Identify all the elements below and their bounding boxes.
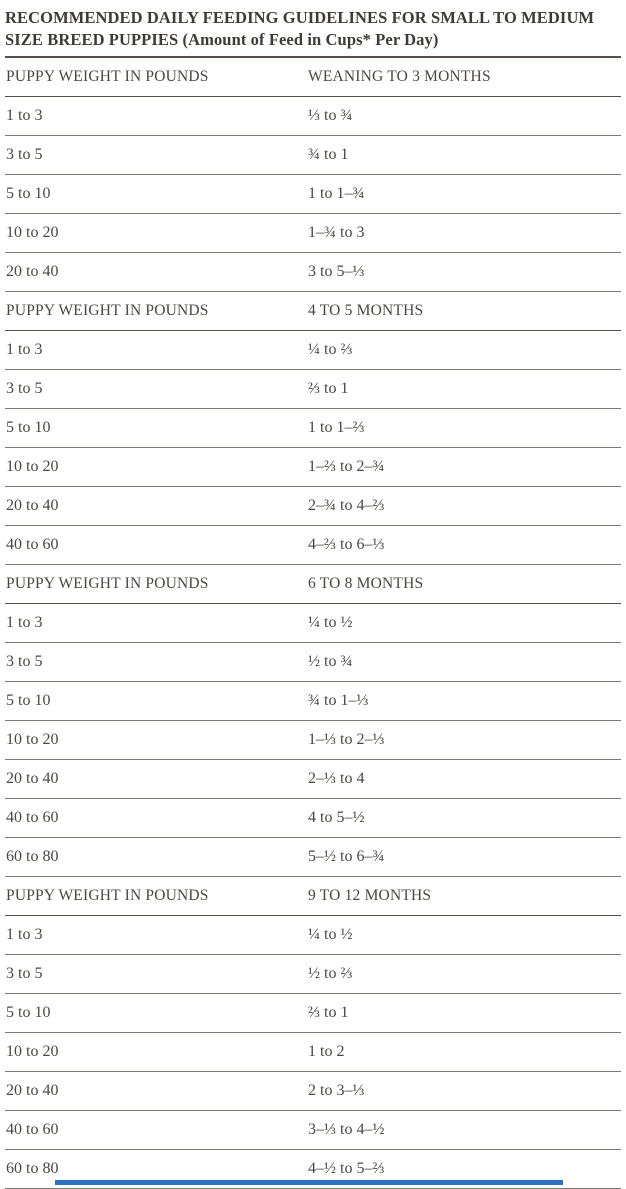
table-row: 60 to 80 5–½ to 6–¾ [5, 838, 621, 877]
table-row: 20 to 40 2 to 3–⅓ [5, 1072, 621, 1111]
bottom-accent-bar [55, 1180, 563, 1185]
feed-amount-cell: 5–½ to 6–¾ [308, 848, 385, 865]
feed-amount-cell: ¼ to ½ [308, 614, 353, 631]
weight-range-cell: 60 to 80 [6, 1160, 59, 1177]
feed-amount-cell: ⅓ to ¾ [308, 107, 353, 124]
table-row: 40 to 60 4 to 5–½ [5, 799, 621, 838]
age-column-header: WEANING TO 3 MONTHS [308, 68, 491, 85]
feeding-table: PUPPY WEIGHT IN POUNDS WEANING TO 3 MONTH… [5, 58, 621, 1189]
age-column-header: 9 TO 12 MONTHS [308, 887, 432, 904]
table-row: 20 to 40 2–⅓ to 4 [5, 760, 621, 799]
section-header-row: PUPPY WEIGHT IN POUNDS 4 TO 5 MONTHS [5, 292, 621, 331]
weight-range-cell: 5 to 10 [6, 185, 51, 202]
table-row: 3 to 5 ⅔ to 1 [5, 370, 621, 409]
table-row: 5 to 10 ¾ to 1–⅓ [5, 682, 621, 721]
feed-amount-cell: 1 to 1–⅔ [308, 419, 365, 436]
table-row: 1 to 3 ¼ to ½ [5, 916, 621, 955]
weight-range-cell: 5 to 10 [6, 1004, 51, 1021]
feed-amount-cell: 1–⅓ to 2–⅓ [308, 731, 385, 748]
feed-amount-cell: 1 to 2 [308, 1043, 345, 1060]
table-row: 10 to 20 1–⅓ to 2–⅓ [5, 721, 621, 760]
section-header-row: PUPPY WEIGHT IN POUNDS 6 TO 8 MONTHS [5, 565, 621, 604]
feed-amount-cell: 4–⅔ to 6–⅓ [308, 536, 385, 553]
weight-range-cell: 40 to 60 [6, 809, 59, 826]
age-column-header: 6 TO 8 MONTHS [308, 575, 424, 592]
feed-amount-cell: 3 to 5–⅓ [308, 263, 365, 280]
feed-amount-cell: 4–½ to 5–⅔ [308, 1160, 385, 1177]
weight-range-cell: 10 to 20 [6, 1043, 59, 1060]
weight-range-cell: 3 to 5 [6, 380, 43, 397]
feed-amount-cell: ⅔ to 1 [308, 380, 349, 397]
weight-column-header: PUPPY WEIGHT IN POUNDS [6, 68, 209, 85]
weight-range-cell: 10 to 20 [6, 458, 59, 475]
feed-amount-cell: ¼ to ⅔ [308, 341, 353, 358]
feed-amount-cell: 1 to 1–¾ [308, 185, 365, 202]
feed-amount-cell: ¾ to 1–⅓ [308, 692, 369, 709]
feed-amount-cell: 2 to 3–⅓ [308, 1082, 365, 1099]
section-header-row: PUPPY WEIGHT IN POUNDS 9 TO 12 MONTHS [5, 877, 621, 916]
table-row: 3 to 5 ½ to ¾ [5, 643, 621, 682]
weight-range-cell: 10 to 20 [6, 224, 59, 241]
table-row: 20 to 40 3 to 5–⅓ [5, 253, 621, 292]
table-row: 20 to 40 2–¾ to 4–⅔ [5, 487, 621, 526]
table-row: 10 to 20 1 to 2 [5, 1033, 621, 1072]
feed-amount-cell: 4 to 5–½ [308, 809, 365, 826]
weight-range-cell: 20 to 40 [6, 1082, 59, 1099]
weight-range-cell: 3 to 5 [6, 146, 43, 163]
weight-range-cell: 20 to 40 [6, 497, 59, 514]
table-row: 40 to 60 3–⅓ to 4–½ [5, 1111, 621, 1150]
weight-column-header: PUPPY WEIGHT IN POUNDS [6, 302, 209, 319]
table-row: 5 to 10 ⅔ to 1 [5, 994, 621, 1033]
table-row: 1 to 3 ⅓ to ¾ [5, 97, 621, 136]
weight-range-cell: 1 to 3 [6, 926, 43, 943]
feed-amount-cell: ¼ to ½ [308, 926, 353, 943]
weight-range-cell: 20 to 40 [6, 770, 59, 787]
page-title: RECOMMENDED DAILY FEEDING GUIDELINES FOR… [5, 4, 621, 58]
table-row: 10 to 20 1–⅔ to 2–¾ [5, 448, 621, 487]
weight-range-cell: 40 to 60 [6, 1121, 59, 1138]
weight-column-header: PUPPY WEIGHT IN POUNDS [6, 887, 209, 904]
weight-range-cell: 10 to 20 [6, 731, 59, 748]
table-row: 3 to 5 ¾ to 1 [5, 136, 621, 175]
feed-amount-cell: 2–¾ to 4–⅔ [308, 497, 385, 514]
table-row: 1 to 3 ¼ to ½ [5, 604, 621, 643]
weight-range-cell: 3 to 5 [6, 965, 43, 982]
weight-range-cell: 5 to 10 [6, 419, 51, 436]
table-row: 3 to 5 ½ to ⅔ [5, 955, 621, 994]
table-row: 5 to 10 1 to 1–¾ [5, 175, 621, 214]
weight-range-cell: 3 to 5 [6, 653, 43, 670]
feed-amount-cell: ½ to ¾ [308, 653, 353, 670]
feed-amount-cell: 1–⅔ to 2–¾ [308, 458, 385, 475]
age-column-header: 4 TO 5 MONTHS [308, 302, 424, 319]
table-row: 40 to 60 4–⅔ to 6–⅓ [5, 526, 621, 565]
feed-amount-cell: 2–⅓ to 4 [308, 770, 365, 787]
weight-column-header: PUPPY WEIGHT IN POUNDS [6, 575, 209, 592]
table-row: 1 to 3 ¼ to ⅔ [5, 331, 621, 370]
table-row: 5 to 10 1 to 1–⅔ [5, 409, 621, 448]
weight-range-cell: 5 to 10 [6, 692, 51, 709]
section-header-row: PUPPY WEIGHT IN POUNDS WEANING TO 3 MONTH… [5, 58, 621, 97]
feed-amount-cell: 1–¾ to 3 [308, 224, 365, 241]
weight-range-cell: 20 to 40 [6, 263, 59, 280]
feed-amount-cell: ⅔ to 1 [308, 1004, 349, 1021]
feed-amount-cell: ¾ to 1 [308, 146, 349, 163]
feed-amount-cell: ½ to ⅔ [308, 965, 353, 982]
weight-range-cell: 60 to 80 [6, 848, 59, 865]
weight-range-cell: 40 to 60 [6, 536, 59, 553]
weight-range-cell: 1 to 3 [6, 107, 43, 124]
table-row: 10 to 20 1–¾ to 3 [5, 214, 621, 253]
feed-amount-cell: 3–⅓ to 4–½ [308, 1121, 385, 1138]
weight-range-cell: 1 to 3 [6, 341, 43, 358]
weight-range-cell: 1 to 3 [6, 614, 43, 631]
